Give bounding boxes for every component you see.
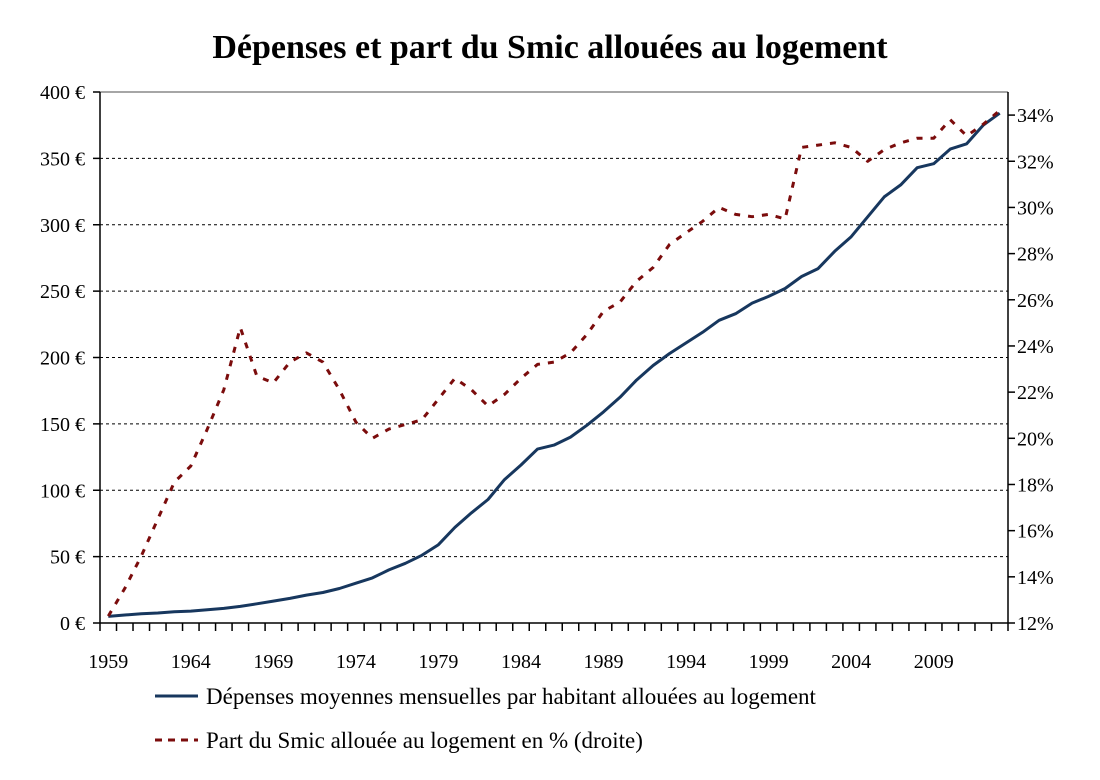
x-tick-label: 1969 [253, 651, 293, 673]
y-left-tick-label: 350 € [40, 148, 85, 170]
x-tick-label: 1984 [501, 651, 541, 673]
series-lines [107, 109, 1001, 618]
y-left-tick-label: 100 € [40, 480, 85, 502]
y-right-tick-label: 16% [1017, 521, 1054, 543]
y-right-tick-label: 24% [1017, 336, 1054, 358]
y-right-tick-label: 34% [1017, 105, 1054, 127]
y-right-tick-label: 20% [1017, 428, 1054, 450]
y-right-tick-label: 18% [1017, 474, 1054, 496]
x-tick-label: 1979 [418, 651, 458, 673]
legend-label-part-smic: Part du Smic allouée au logement en % (d… [206, 728, 643, 753]
y-right-tick-label: 26% [1017, 290, 1054, 312]
x-tick-label: 1994 [666, 651, 706, 673]
y-left-tick-label: 250 € [40, 281, 85, 303]
x-tick-label: 1964 [171, 651, 211, 673]
chart-title: Dépenses et part du Smic allouées au log… [212, 29, 888, 66]
y-right-tick-label: 28% [1017, 244, 1054, 266]
y-right-tick-label: 30% [1017, 197, 1054, 219]
x-tick-label: 1959 [88, 651, 128, 673]
gridlines [100, 157, 1008, 558]
x-tick-label: 1989 [584, 651, 624, 673]
x-tick-label: 2004 [831, 651, 871, 673]
axes: 0 € 50 € 100 € 150 € 200 € 250 € 300 € 350 € 400… [40, 82, 1054, 673]
y-right-tick-label: 14% [1017, 567, 1054, 589]
y-left-tick-label: 150 € [40, 414, 85, 436]
y-right-tick-label: 22% [1017, 382, 1054, 404]
y-left-tick-label: 200 € [40, 348, 85, 370]
series-line-part-smic [107, 109, 1001, 617]
legend: Dépenses moyennes mensuelles par habitan… [155, 684, 817, 753]
legend-label-depenses: Dépenses moyennes mensuelles par habitan… [206, 684, 817, 709]
y-left-tick-label: 50 € [50, 547, 85, 569]
y-right-tick-label: 12% [1017, 613, 1054, 635]
y-left-tick-label: 300 € [40, 215, 85, 237]
x-tick-label: 1999 [749, 651, 789, 673]
series-line-depenses [108, 111, 1001, 618]
y-right-tick-label: 32% [1017, 151, 1054, 173]
x-tick-label: 1974 [336, 651, 376, 673]
y-left-tick-label: 400 € [40, 82, 85, 104]
y-left-tick-label: 0 € [60, 613, 85, 635]
x-tick-label: 2009 [914, 651, 954, 673]
